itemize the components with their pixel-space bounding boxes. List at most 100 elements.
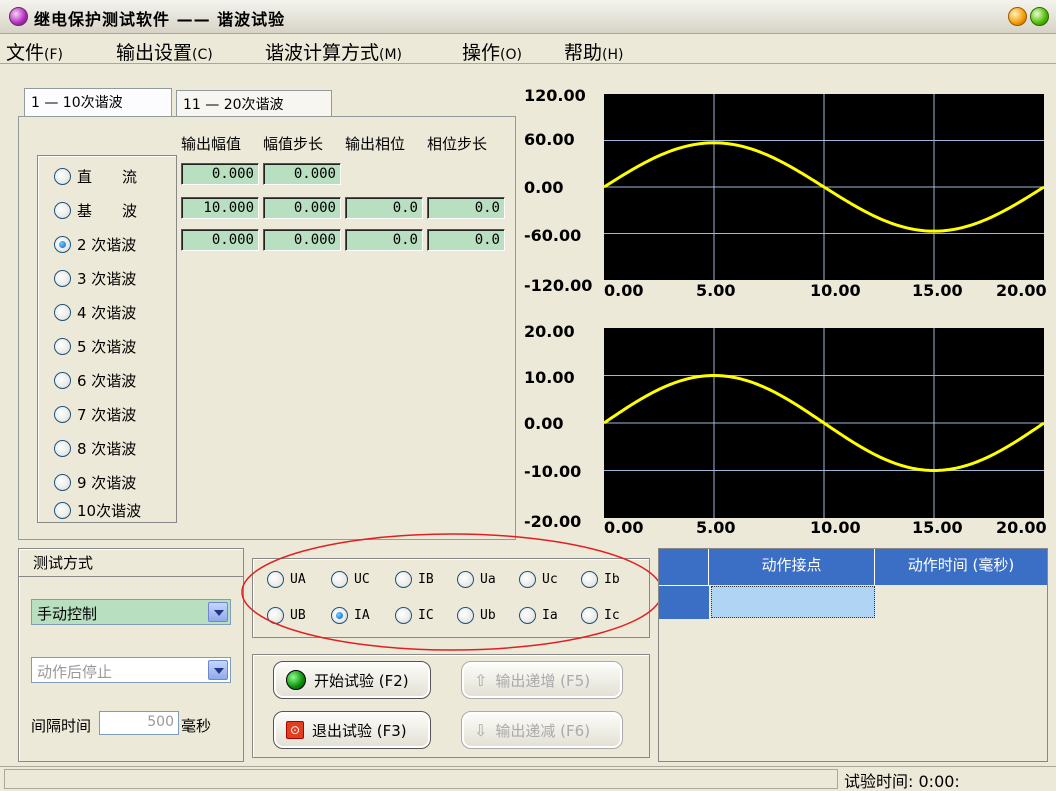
menu-harmonic-calc[interactable]: 谐波计算方式(M) bbox=[265, 38, 402, 65]
table-corner bbox=[659, 549, 709, 585]
radio-indicator bbox=[54, 235, 71, 253]
menu-help[interactable]: 帮助(H) bbox=[564, 38, 623, 65]
chart1-ytick: 0.00 bbox=[524, 178, 564, 197]
output-label: Ub bbox=[480, 608, 496, 623]
menu-output-settings[interactable]: 输出设置(C) bbox=[116, 38, 213, 65]
col-action-time: 动作时间 (毫秒) bbox=[875, 549, 1047, 585]
radio-fundamental[interactable]: 基 波 bbox=[54, 198, 137, 222]
col-phase-step: 相位步长 bbox=[427, 135, 488, 153]
arrow-up-icon: ⇧ bbox=[474, 670, 488, 690]
menu-file-label: 文件 bbox=[6, 42, 45, 64]
arrow-down-icon: ⇩ bbox=[474, 720, 488, 740]
h2-phase-step-field[interactable]: 0.0 bbox=[427, 229, 505, 251]
radio-h7[interactable]: 7 次谐波 bbox=[54, 402, 136, 426]
radio-label: 7 次谐波 bbox=[77, 405, 137, 424]
radio-h10[interactable]: 10次谐波 bbox=[54, 498, 141, 522]
minimize-button[interactable] bbox=[1008, 7, 1027, 26]
output-radio-ia-lower[interactable]: Ia bbox=[519, 607, 558, 624]
output-decrease-label: 输出递减 (F6) bbox=[495, 721, 591, 740]
control-buttons-group: 开始试验 (F2) ⇧ 输出递增 (F5) ⊙ 退出试验 (F3) ⇩ 输出递减… bbox=[252, 654, 650, 758]
status-pane bbox=[4, 769, 838, 789]
h2-amp-field[interactable]: 0.000 bbox=[181, 229, 259, 251]
radio-indicator bbox=[395, 571, 412, 588]
title-bar: 继电保护测试软件 —— 谐波试验 bbox=[0, 0, 1056, 34]
radio-indicator bbox=[581, 607, 598, 624]
test-mode-select[interactable]: 手动控制 bbox=[31, 599, 231, 625]
start-test-button[interactable]: 开始试验 (F2) bbox=[273, 661, 431, 699]
h2-amp-step-field[interactable]: 0.000 bbox=[263, 229, 341, 251]
window-title: 继电保护测试软件 —— 谐波试验 bbox=[34, 10, 286, 29]
output-radio-uc[interactable]: UC bbox=[331, 571, 370, 588]
output-label: Ic bbox=[604, 608, 620, 623]
output-decrease-button[interactable]: ⇩ 输出递减 (F6) bbox=[461, 711, 623, 749]
radio-h8[interactable]: 8 次谐波 bbox=[54, 436, 136, 460]
radio-label: 3 次谐波 bbox=[77, 269, 137, 288]
menu-operation[interactable]: 操作(O) bbox=[462, 38, 522, 65]
fund-phase-step-field[interactable]: 0.0 bbox=[427, 197, 505, 219]
output-radio-ib[interactable]: IB bbox=[395, 571, 434, 588]
radio-h2[interactable]: 2 次谐波 bbox=[54, 232, 136, 256]
fund-amp-field[interactable]: 10.000 bbox=[181, 197, 259, 219]
output-radio-ic-lower[interactable]: Ic bbox=[581, 607, 620, 624]
chart2-xtick: 0.00 bbox=[604, 518, 644, 537]
waveform-line bbox=[604, 373, 1044, 473]
tab-harmonics-1-10[interactable]: 1 — 10次谐波 bbox=[24, 88, 172, 116]
status-test-time: 试验时间: 0:00: bbox=[844, 768, 960, 791]
radio-indicator bbox=[54, 473, 71, 491]
start-test-label: 开始试验 (F2) bbox=[314, 671, 409, 690]
output-radio-ia[interactable]: IA bbox=[331, 607, 370, 624]
menu-output-settings-accel: (C) bbox=[192, 47, 213, 63]
output-label: IA bbox=[354, 608, 370, 623]
fund-phase-field[interactable]: 0.0 bbox=[345, 197, 423, 219]
output-radio-uc-lower[interactable]: Uc bbox=[519, 571, 558, 588]
output-radio-ic[interactable]: IC bbox=[395, 607, 434, 624]
radio-indicator bbox=[519, 607, 536, 624]
output-increase-button[interactable]: ⇧ 输出递增 (F5) bbox=[461, 661, 623, 699]
interval-input[interactable]: 500 bbox=[99, 711, 179, 735]
output-radio-ua[interactable]: UA bbox=[267, 571, 306, 588]
output-label: UA bbox=[290, 572, 306, 587]
output-radio-ua-lower[interactable]: Ua bbox=[457, 571, 496, 588]
radio-label: 直 流 bbox=[77, 167, 138, 186]
menu-bar: 文件(F) 输出设置(C) 谐波计算方式(M) 操作(O) 帮助(H) bbox=[0, 34, 1056, 64]
waveform-chart-2-svg bbox=[604, 328, 1044, 518]
output-channel-group: UA UC IB Ua Uc Ib UB IA IC Ub Ia Ic bbox=[252, 558, 650, 638]
radio-label: 4 次谐波 bbox=[77, 303, 137, 322]
close-button[interactable] bbox=[1030, 7, 1049, 26]
radio-h6[interactable]: 6 次谐波 bbox=[54, 368, 136, 392]
radio-indicator bbox=[519, 571, 536, 588]
radio-indicator bbox=[54, 371, 71, 389]
menu-harmonic-calc-accel: (M) bbox=[379, 47, 403, 63]
menu-operation-label: 操作 bbox=[462, 42, 501, 64]
menu-help-label: 帮助 bbox=[564, 42, 603, 64]
radio-h3[interactable]: 3 次谐波 bbox=[54, 266, 136, 290]
radio-h4[interactable]: 4 次谐波 bbox=[54, 300, 136, 324]
radio-dc[interactable]: 直 流 bbox=[54, 164, 137, 188]
radio-h9[interactable]: 9 次谐波 bbox=[54, 470, 136, 494]
stop-mode-select[interactable]: 动作后停止 bbox=[31, 657, 231, 683]
dc-amp-field[interactable]: 0.000 bbox=[181, 163, 259, 185]
output-radio-ub[interactable]: UB bbox=[267, 607, 306, 624]
harmonic-panel: 输出幅值 幅值步长 输出相位 相位步长 直 流 基 波 2 次谐波 3 次谐波 … bbox=[18, 116, 516, 540]
exit-test-button[interactable]: ⊙ 退出试验 (F3) bbox=[273, 711, 431, 749]
output-radio-ib-lower[interactable]: Ib bbox=[581, 571, 620, 588]
dc-amp-step-field[interactable]: 0.000 bbox=[263, 163, 341, 185]
fund-amp-step-field[interactable]: 0.000 bbox=[263, 197, 341, 219]
result-table: 动作接点 动作时间 (毫秒) bbox=[658, 548, 1048, 762]
radio-label: 6 次谐波 bbox=[77, 371, 137, 390]
radio-indicator bbox=[581, 571, 598, 588]
h2-phase-field[interactable]: 0.0 bbox=[345, 229, 423, 251]
waveform-chart-1 bbox=[604, 94, 1044, 280]
radio-h5[interactable]: 5 次谐波 bbox=[54, 334, 136, 358]
stop-icon: ⊙ bbox=[286, 721, 304, 739]
tab-harmonics-11-20[interactable]: 11 — 20次谐波 bbox=[176, 90, 332, 116]
output-label: UC bbox=[354, 572, 370, 587]
radio-label: 8 次谐波 bbox=[77, 439, 137, 458]
radio-indicator bbox=[54, 269, 71, 287]
radio-label: 基 波 bbox=[77, 201, 138, 220]
menu-file[interactable]: 文件(F) bbox=[6, 38, 63, 65]
radio-indicator bbox=[54, 405, 71, 423]
output-label: Uc bbox=[542, 572, 558, 587]
table-cell-selected[interactable] bbox=[711, 586, 875, 618]
output-radio-ub-lower[interactable]: Ub bbox=[457, 607, 496, 624]
